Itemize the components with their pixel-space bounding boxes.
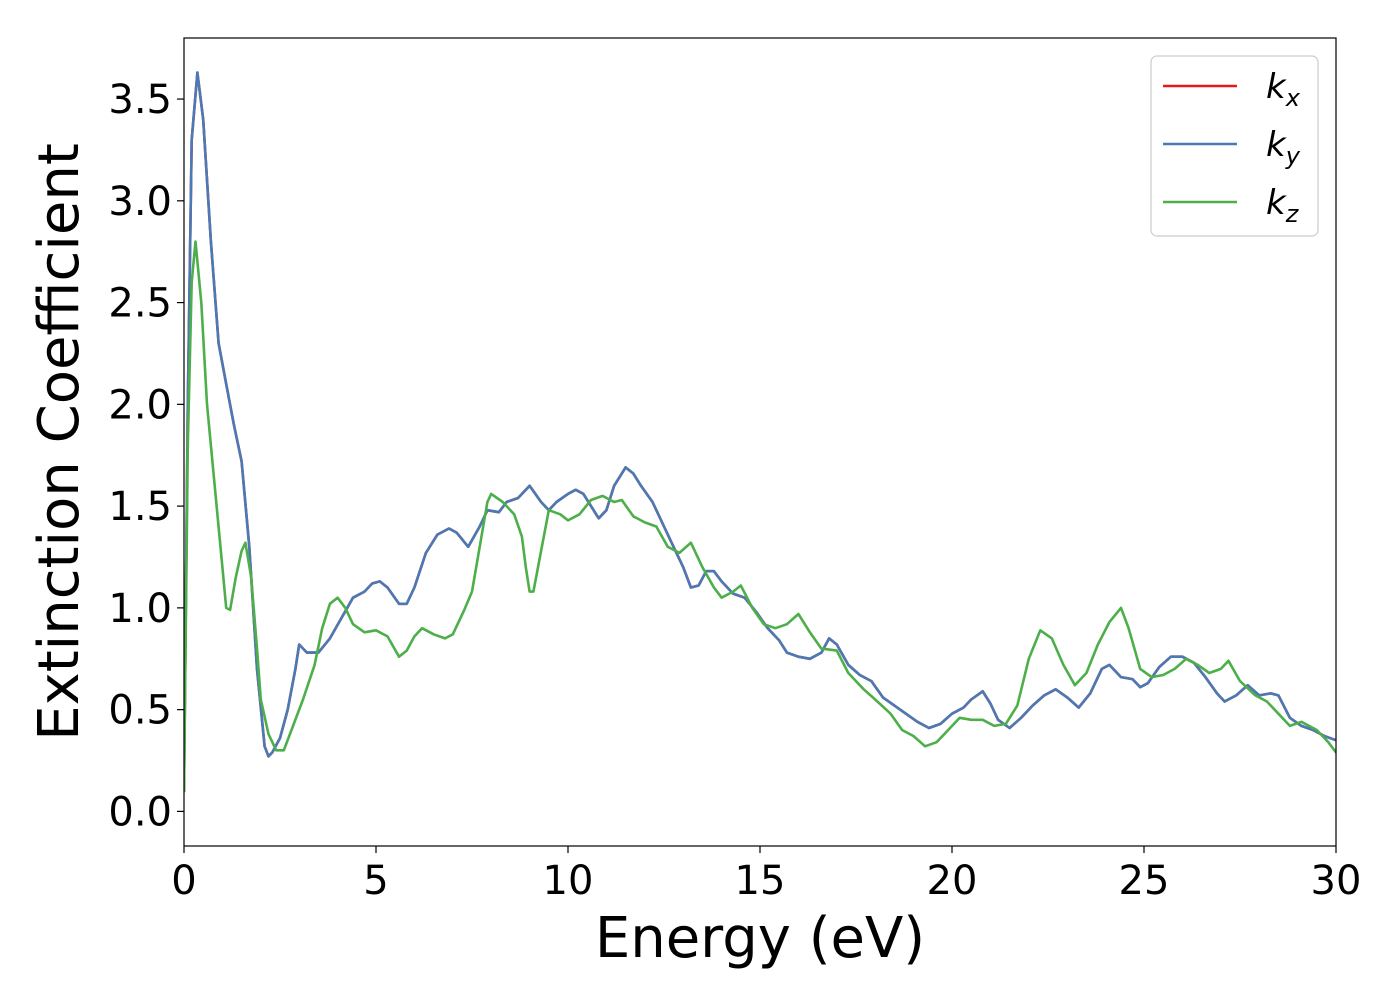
y-tick-label: 3.5 [108,77,172,123]
y-tick-label: 0.0 [108,789,172,835]
series-line-kz [184,240,1336,793]
y-tick-label: 0.5 [108,688,172,734]
y-tick-label: 2.5 [108,281,172,327]
x-tick-label: 0 [171,858,196,904]
legend-box [1150,55,1319,237]
x-axis-ticks: 0 5 10 15 20 25 30 [171,846,1361,904]
y-axis-ticks: 0.0 0.5 1.0 1.5 2.0 2.5 3.0 3.5 [108,77,184,835]
x-tick-label: 10 [543,858,594,904]
series-line-ky [184,71,1336,793]
series-layer [184,71,1336,793]
x-tick-label: 20 [927,858,978,904]
y-tick-label: 3.0 [108,179,172,225]
x-axis-label: Energy (eV) [595,906,925,971]
y-tick-label: 1.5 [108,484,172,530]
y-tick-label: 1.0 [108,586,172,632]
x-tick-label: 15 [735,858,786,904]
x-tick-label: 30 [1311,858,1362,904]
y-axis-label: Extinction Coefficient [27,143,92,741]
x-tick-label: 5 [363,858,388,904]
y-tick-label: 2.0 [108,382,172,428]
x-tick-label: 25 [1119,858,1170,904]
